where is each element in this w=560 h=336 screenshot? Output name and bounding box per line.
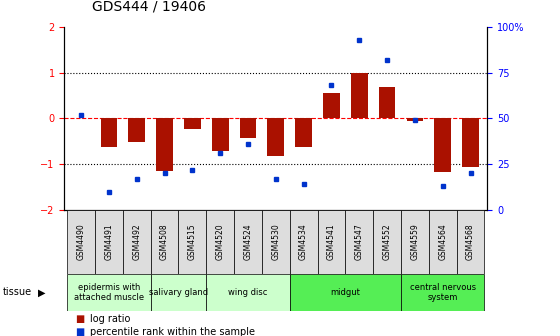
Text: GSM4491: GSM4491 [104, 223, 114, 260]
Text: midgut: midgut [330, 288, 360, 297]
Text: epidermis with
attached muscle: epidermis with attached muscle [74, 283, 144, 302]
Bar [67, 210, 95, 274]
Bar [379, 87, 395, 119]
Bar [401, 210, 429, 274]
Bar [67, 274, 151, 311]
Bar [456, 210, 484, 274]
Bar [295, 119, 312, 147]
Text: GSM4524: GSM4524 [244, 223, 253, 260]
Bar [462, 119, 479, 167]
Bar [206, 210, 234, 274]
Text: GSM4534: GSM4534 [299, 223, 308, 260]
Bar [206, 274, 290, 311]
Text: GDS444 / 19406: GDS444 / 19406 [92, 0, 207, 13]
Bar [151, 210, 179, 274]
Text: tissue: tissue [3, 287, 32, 297]
Text: GSM4547: GSM4547 [354, 223, 364, 260]
Text: GSM4541: GSM4541 [327, 223, 336, 260]
Bar [346, 210, 373, 274]
Text: percentile rank within the sample: percentile rank within the sample [90, 327, 255, 336]
Text: wing disc: wing disc [228, 288, 268, 297]
Text: GSM4559: GSM4559 [410, 223, 419, 260]
Text: GSM4492: GSM4492 [132, 223, 141, 260]
Bar [373, 210, 401, 274]
Bar [290, 210, 318, 274]
Text: GSM4520: GSM4520 [216, 223, 225, 260]
Bar [429, 210, 456, 274]
Text: ■: ■ [76, 327, 85, 336]
Bar [101, 119, 117, 147]
Text: GSM4552: GSM4552 [382, 223, 391, 260]
Text: ▶: ▶ [38, 287, 45, 297]
Bar [323, 93, 340, 119]
Bar [407, 119, 423, 121]
Bar [290, 274, 401, 311]
Bar [435, 119, 451, 172]
Text: GSM4490: GSM4490 [77, 223, 86, 260]
Bar [234, 210, 262, 274]
Text: central nervous
system: central nervous system [409, 283, 476, 302]
Bar [95, 210, 123, 274]
Bar [151, 274, 206, 311]
Bar [401, 274, 484, 311]
Bar [268, 119, 284, 156]
Bar [351, 73, 367, 119]
Text: GSM4515: GSM4515 [188, 223, 197, 260]
Bar [128, 119, 145, 142]
Bar [240, 119, 256, 138]
Bar [156, 119, 173, 171]
Text: GSM4564: GSM4564 [438, 223, 447, 260]
Bar [123, 210, 151, 274]
Bar [184, 119, 200, 128]
Text: ■: ■ [76, 314, 85, 324]
Text: log ratio: log ratio [90, 314, 130, 324]
Bar [318, 210, 346, 274]
Bar [179, 210, 206, 274]
Text: GSM4508: GSM4508 [160, 223, 169, 260]
Bar [262, 210, 290, 274]
Bar [212, 119, 228, 152]
Text: GSM4530: GSM4530 [271, 223, 281, 260]
Text: salivary gland: salivary gland [149, 288, 208, 297]
Text: GSM4568: GSM4568 [466, 223, 475, 260]
